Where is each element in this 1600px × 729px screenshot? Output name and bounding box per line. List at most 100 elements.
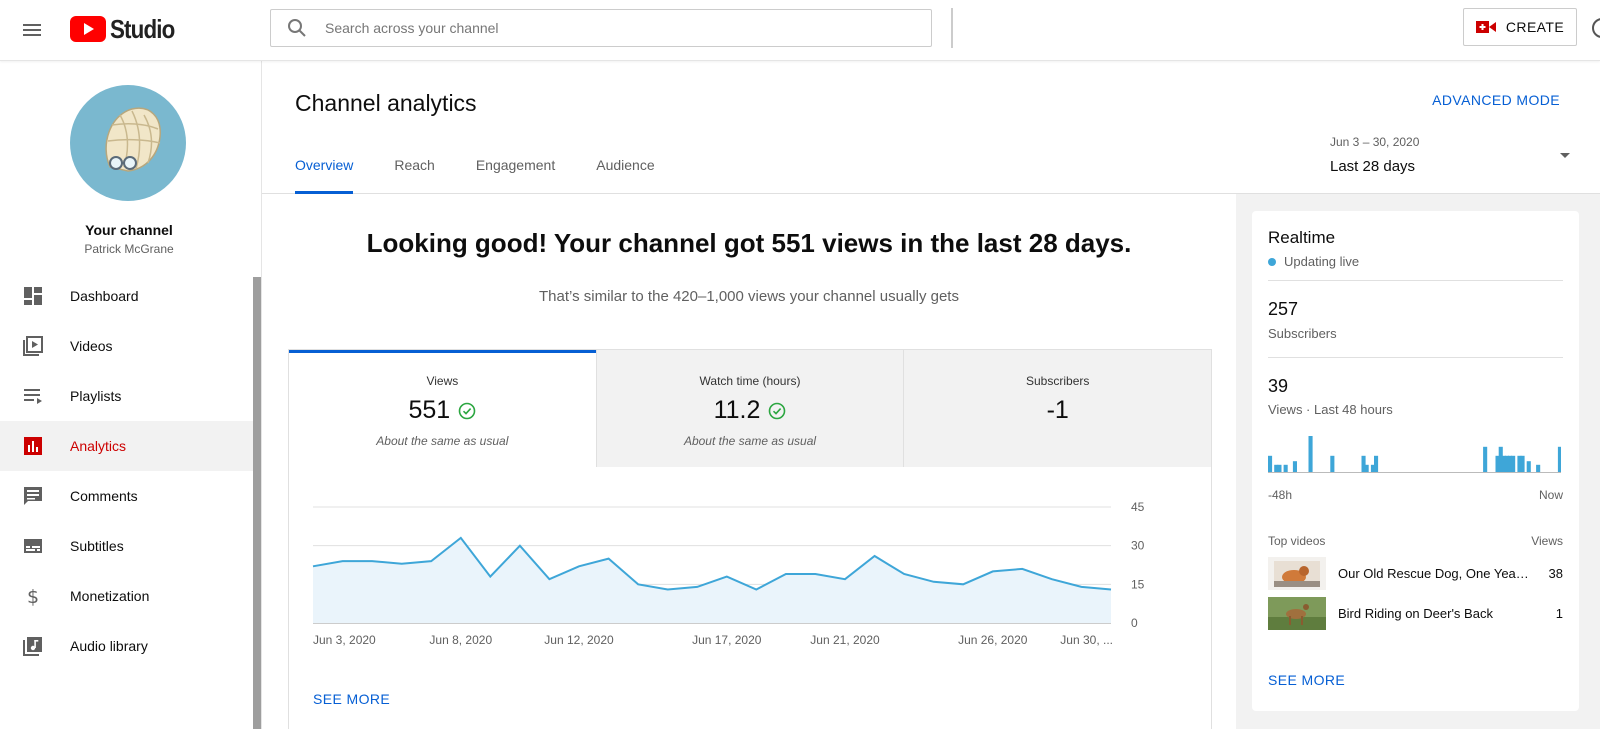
video-title: Our Old Rescue Dog, One Year Later bbox=[1338, 565, 1533, 581]
realtime-bar bbox=[1504, 455, 1509, 472]
sidebar-item-comments[interactable]: Comments bbox=[0, 471, 253, 521]
y-tick-label: 45 bbox=[1131, 500, 1145, 514]
x-tick-label: Jun 3, 2020 bbox=[313, 633, 376, 647]
realtime-bar bbox=[1517, 455, 1522, 472]
realtime-bar bbox=[1520, 455, 1525, 472]
tab-audience[interactable]: Audience bbox=[596, 157, 655, 173]
sidebar-item-dashboard[interactable]: Dashboard bbox=[0, 271, 253, 321]
realtime-subscribers-value: 257 bbox=[1268, 299, 1299, 319]
realtime-bar bbox=[1536, 464, 1541, 472]
metric-tab-views[interactable]: Views 551 About the same as usual bbox=[289, 350, 596, 467]
subtitles-icon bbox=[22, 535, 44, 557]
realtime-bar bbox=[1374, 455, 1379, 472]
sidebar-item-label: Comments bbox=[70, 488, 138, 504]
overview-subline: That’s similar to the 420–1,000 views yo… bbox=[539, 288, 959, 305]
overview-content: Looking good! Your channel got 551 views… bbox=[262, 194, 1236, 729]
caret-down-icon bbox=[1560, 153, 1570, 158]
see-more-button[interactable]: SEE MORE bbox=[313, 691, 391, 707]
views-column-label: Views bbox=[1531, 534, 1563, 548]
tab-engagement[interactable]: Engagement bbox=[475, 157, 556, 173]
top-video-row[interactable]: Bird Riding on Deer's Back 1 bbox=[1268, 596, 1563, 630]
realtime-bar bbox=[1364, 464, 1369, 472]
sidebar-item-playlists[interactable]: Playlists bbox=[0, 371, 253, 421]
realtime-bar bbox=[1526, 461, 1531, 472]
dashboard-icon bbox=[22, 285, 44, 307]
sidebar-item-label: Subtitles bbox=[70, 538, 124, 554]
realtime-bar bbox=[1277, 464, 1282, 472]
metrics-card: Views 551 About the same as usual Watch … bbox=[288, 349, 1212, 729]
audio-library-icon bbox=[22, 635, 44, 657]
top-video-row[interactable]: Our Old Rescue Dog, One Year Later 38 bbox=[1268, 556, 1563, 590]
realtime-see-more-button[interactable]: SEE MORE bbox=[1268, 672, 1346, 688]
realtime-axis-end: Now bbox=[1538, 488, 1563, 502]
sidebar-item-label: Dashboard bbox=[70, 288, 139, 304]
live-label: Updating live bbox=[1284, 254, 1360, 269]
search-icon bbox=[288, 19, 306, 37]
video-views: 38 bbox=[1548, 565, 1563, 581]
realtime-axis-start: -48h bbox=[1268, 488, 1293, 502]
video-title: Bird Riding on Deer's Back bbox=[1338, 605, 1493, 621]
realtime-views-value: 39 bbox=[1268, 376, 1289, 396]
page-title: Channel analytics bbox=[295, 90, 477, 116]
playlists-icon bbox=[22, 385, 44, 407]
metric-value: 11.2 bbox=[713, 396, 761, 424]
realtime-bar bbox=[1483, 446, 1488, 472]
realtime-bar bbox=[1274, 464, 1279, 472]
metric-value-row: 551 bbox=[289, 396, 596, 425]
metric-label: Views bbox=[426, 374, 459, 388]
realtime-bar bbox=[1498, 446, 1503, 472]
hamburger-menu-icon[interactable] bbox=[20, 18, 44, 42]
x-tick-label: Jun 12, 2020 bbox=[544, 633, 614, 647]
divider bbox=[1268, 357, 1563, 358]
x-tick-label: Jun 8, 2020 bbox=[429, 633, 492, 647]
svg-text:$: $ bbox=[27, 586, 39, 606]
realtime-views-label: Views · Last 48 hours bbox=[1268, 402, 1393, 417]
tab-overview[interactable]: Overview bbox=[295, 147, 354, 194]
create-button[interactable]: CREATE bbox=[1463, 8, 1577, 46]
help-icon[interactable] bbox=[1592, 18, 1600, 38]
views-chart: 45 30 15 0 Jun 3, 2020 Jun 8, 2020 Jun 12, 202… bbox=[289, 467, 1211, 729]
sidebar-item-subtitles[interactable]: Subtitles bbox=[0, 521, 253, 571]
check-circle-icon bbox=[458, 402, 476, 419]
dollar-icon: $ bbox=[22, 585, 44, 607]
metric-label: Watch time (hours) bbox=[699, 374, 801, 388]
sidebar-item-audio-library[interactable]: Audio library bbox=[0, 621, 253, 671]
search-input[interactable] bbox=[325, 20, 885, 36]
realtime-title: Realtime bbox=[1268, 228, 1336, 247]
sidebar: Your channel Patrick McGrane Dashboard V… bbox=[0, 61, 262, 729]
sidebar-item-analytics[interactable]: Analytics bbox=[0, 421, 253, 471]
realtime-bar bbox=[1330, 455, 1335, 472]
realtime-bar bbox=[1283, 464, 1288, 472]
studio-logo[interactable]: Studio bbox=[70, 14, 185, 44]
check-circle-icon bbox=[769, 402, 786, 419]
metric-tab-watch-time[interactable]: Watch time (hours) 11.2 About the same a… bbox=[595, 350, 904, 467]
sidebar-scrollbar[interactable] bbox=[253, 277, 261, 729]
realtime-bar bbox=[1361, 455, 1366, 472]
live-dot-icon bbox=[1268, 257, 1276, 266]
sidebar-item-monetization[interactable]: $ Monetization bbox=[0, 571, 253, 621]
x-tick-label: Jun 17, 2020 bbox=[692, 633, 762, 647]
search-box[interactable] bbox=[270, 9, 932, 47]
advanced-mode-button[interactable]: ADVANCED MODE bbox=[1432, 92, 1560, 108]
metric-tabs: Views 551 About the same as usual Watch … bbox=[289, 350, 1212, 467]
date-range-selector[interactable]: Jun 3 – 30, 2020 Last 28 days bbox=[1330, 135, 1570, 185]
sidebar-item-label: Monetization bbox=[70, 588, 150, 604]
logo-text: Studio bbox=[110, 13, 175, 44]
metric-note: About the same as usual bbox=[376, 434, 509, 448]
x-tick-label: Jun 26, 2020 bbox=[958, 633, 1028, 647]
comments-icon bbox=[22, 485, 44, 507]
analytics-tabs: Overview Reach Engagement Audience bbox=[295, 147, 696, 194]
realtime-bar bbox=[1508, 455, 1513, 472]
realtime-bar bbox=[1511, 455, 1516, 472]
channel-avatar[interactable] bbox=[70, 85, 186, 201]
date-range-dates: Jun 3 – 30, 2020 bbox=[1330, 135, 1420, 149]
video-views: 1 bbox=[1555, 605, 1563, 621]
views-area bbox=[313, 537, 1111, 623]
y-tick-label: 0 bbox=[1131, 616, 1138, 630]
video-thumbnail bbox=[1268, 596, 1326, 630]
metric-value: 551 bbox=[408, 396, 451, 424]
metric-tab-subscribers[interactable]: Subscribers -1 bbox=[903, 350, 1212, 467]
x-tick-label: Jun 30, ... bbox=[1060, 633, 1113, 647]
tab-reach[interactable]: Reach bbox=[394, 157, 435, 173]
sidebar-item-videos[interactable]: Videos bbox=[0, 321, 253, 371]
